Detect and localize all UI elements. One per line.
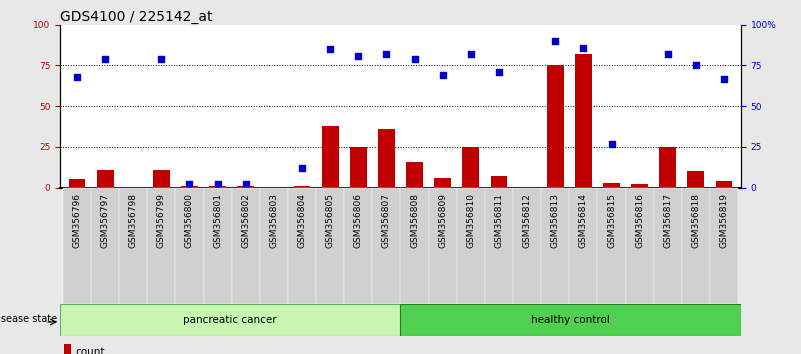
Bar xyxy=(490,176,507,188)
Bar xyxy=(575,54,592,188)
Point xyxy=(465,51,477,57)
Point xyxy=(70,74,83,80)
Text: GSM356804: GSM356804 xyxy=(297,193,307,249)
Point xyxy=(99,56,111,62)
Point xyxy=(662,51,674,57)
Bar xyxy=(682,188,710,304)
Text: count: count xyxy=(75,347,105,354)
Text: GSM356809: GSM356809 xyxy=(438,193,447,249)
Bar xyxy=(175,188,203,304)
Point xyxy=(183,182,196,187)
Bar xyxy=(406,161,423,188)
Point xyxy=(323,273,336,279)
Bar xyxy=(209,186,226,188)
Point xyxy=(605,141,618,147)
Bar xyxy=(63,188,91,304)
Bar xyxy=(119,188,147,304)
Bar xyxy=(260,188,288,304)
Text: GSM356819: GSM356819 xyxy=(719,193,729,249)
Bar xyxy=(316,188,344,304)
Point xyxy=(409,56,421,62)
Bar xyxy=(294,186,311,188)
Text: GSM356807: GSM356807 xyxy=(382,193,391,249)
Text: GDS4100 / 225142_at: GDS4100 / 225142_at xyxy=(60,10,212,24)
Text: GSM356810: GSM356810 xyxy=(466,193,475,249)
Text: disease state: disease state xyxy=(0,314,57,324)
Bar xyxy=(147,188,175,304)
Text: GSM356800: GSM356800 xyxy=(185,193,194,249)
Point xyxy=(211,182,224,187)
Bar xyxy=(237,186,254,188)
Text: GSM356797: GSM356797 xyxy=(101,193,110,249)
Text: GSM356799: GSM356799 xyxy=(157,193,166,249)
Text: GSM356817: GSM356817 xyxy=(663,193,672,249)
Text: GSM356813: GSM356813 xyxy=(551,193,560,249)
Text: GSM356805: GSM356805 xyxy=(326,193,335,249)
Bar xyxy=(513,188,541,304)
Text: healthy control: healthy control xyxy=(531,315,610,325)
Bar xyxy=(400,188,429,304)
Text: GSM356808: GSM356808 xyxy=(410,193,419,249)
Bar xyxy=(603,183,620,188)
Bar xyxy=(181,186,198,188)
Bar xyxy=(598,188,626,304)
Bar xyxy=(434,178,451,188)
Text: GSM356815: GSM356815 xyxy=(607,193,616,249)
Bar xyxy=(457,188,485,304)
Point xyxy=(239,182,252,187)
Bar xyxy=(626,188,654,304)
Point xyxy=(493,69,505,75)
Text: GSM356806: GSM356806 xyxy=(354,193,363,249)
Text: GSM356812: GSM356812 xyxy=(522,193,532,249)
Point xyxy=(549,38,562,44)
Point xyxy=(577,45,590,50)
Point xyxy=(690,63,702,68)
Point xyxy=(324,46,336,52)
Bar xyxy=(97,170,114,188)
Bar xyxy=(153,170,170,188)
Point xyxy=(155,56,167,62)
Bar xyxy=(715,181,732,188)
Bar xyxy=(710,188,738,304)
Point xyxy=(718,76,731,81)
Bar xyxy=(462,147,479,188)
Bar xyxy=(541,188,570,304)
Bar xyxy=(485,188,513,304)
Bar xyxy=(350,147,367,188)
Point xyxy=(380,51,392,57)
Bar xyxy=(322,126,339,188)
Point xyxy=(352,53,364,58)
Bar xyxy=(64,344,71,354)
Bar xyxy=(687,171,704,188)
Text: GSM356814: GSM356814 xyxy=(579,193,588,249)
Bar xyxy=(570,188,598,304)
Text: GSM356818: GSM356818 xyxy=(691,193,700,249)
Bar xyxy=(429,188,457,304)
Bar xyxy=(288,188,316,304)
Bar xyxy=(372,188,400,304)
Text: GSM356798: GSM356798 xyxy=(129,193,138,249)
Text: GSM356802: GSM356802 xyxy=(241,193,250,249)
Bar xyxy=(631,184,648,188)
Bar xyxy=(91,188,119,304)
Text: GSM356801: GSM356801 xyxy=(213,193,222,249)
Bar xyxy=(69,179,86,188)
Text: GSM356816: GSM356816 xyxy=(635,193,644,249)
Bar xyxy=(400,304,741,336)
Text: GSM356796: GSM356796 xyxy=(72,193,82,249)
Bar xyxy=(203,188,231,304)
Point xyxy=(296,165,308,171)
Point xyxy=(437,73,449,78)
Text: GSM356811: GSM356811 xyxy=(494,193,504,249)
Text: pancreatic cancer: pancreatic cancer xyxy=(183,315,277,325)
Bar xyxy=(547,65,564,188)
Bar xyxy=(231,188,260,304)
Bar xyxy=(344,188,372,304)
Bar xyxy=(378,129,395,188)
Bar xyxy=(654,188,682,304)
Text: GSM356803: GSM356803 xyxy=(269,193,279,249)
Bar xyxy=(60,304,400,336)
Bar xyxy=(659,147,676,188)
